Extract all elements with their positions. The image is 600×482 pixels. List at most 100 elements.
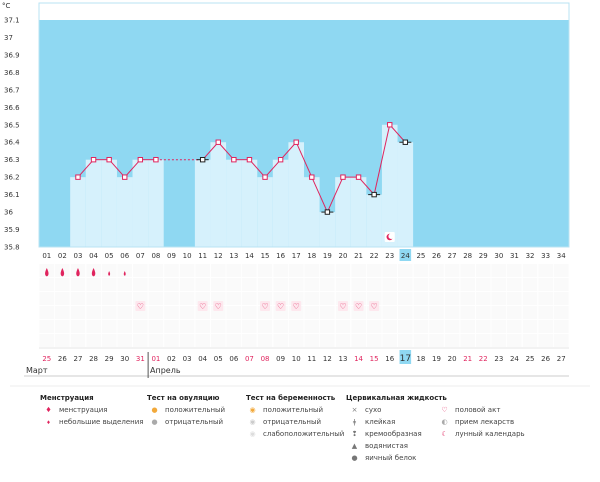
symbol-cell bbox=[491, 320, 507, 333]
drop-icon bbox=[60, 268, 65, 277]
calendar-date-label: 25 bbox=[42, 355, 51, 363]
symbol-cell bbox=[398, 278, 413, 291]
symbol-cell bbox=[320, 278, 335, 291]
symbol-cell bbox=[398, 334, 413, 347]
symbol-cell bbox=[382, 264, 398, 277]
symbol-cell bbox=[210, 278, 226, 291]
legend-intercourse: ♡ половой акт bbox=[441, 406, 501, 414]
calendar-date-label: 26 bbox=[58, 355, 67, 363]
temperature-line-segment bbox=[108, 159, 126, 178]
symbol-cell bbox=[413, 306, 429, 319]
symbol-cell bbox=[195, 320, 210, 333]
symbol-cell bbox=[460, 278, 475, 291]
temperature-bar bbox=[116, 177, 133, 247]
cycle-day-label: 03 bbox=[74, 252, 83, 260]
temperature-point bbox=[293, 139, 299, 145]
symbol-cell bbox=[179, 278, 195, 291]
temperature-line-segment bbox=[217, 141, 235, 161]
symbol-cell bbox=[444, 320, 460, 333]
temperature-bar bbox=[241, 159, 258, 247]
symbol-cell bbox=[538, 278, 553, 291]
symbol-cell bbox=[101, 278, 117, 291]
symbol-cell bbox=[242, 278, 257, 291]
drop-icon bbox=[91, 268, 96, 277]
cycle-day-label: 15 bbox=[261, 252, 270, 260]
small-drop-icon: ♦ bbox=[46, 420, 51, 426]
symbol-cell bbox=[179, 292, 195, 305]
y-tick-label: 36.6 bbox=[4, 104, 20, 112]
temperature-bar bbox=[381, 124, 398, 247]
temperature-line-segment bbox=[358, 176, 375, 195]
symbol-cell bbox=[538, 306, 553, 319]
symbol-cell bbox=[382, 334, 398, 347]
symbol-cell bbox=[444, 306, 460, 319]
symbol-cell bbox=[70, 278, 86, 291]
pregnancy-weak-icon: ◉ bbox=[249, 430, 256, 438]
chart-frame bbox=[38, 2, 570, 248]
legend-menstruation-title: Менструация bbox=[40, 394, 94, 402]
calendar-date-label: 01 bbox=[151, 355, 160, 363]
calendar-date-label: 02 bbox=[167, 355, 176, 363]
temperature-line-segment bbox=[295, 142, 313, 178]
symbol-cell bbox=[413, 292, 429, 305]
symbol-cell bbox=[413, 320, 429, 333]
temperature-bar bbox=[85, 159, 102, 247]
temperature-line-segment bbox=[202, 141, 219, 161]
y-tick-label: 35.9 bbox=[4, 226, 20, 234]
legend-ovulation-title: Тест на овуляцию bbox=[147, 394, 220, 402]
temperature-line-segment bbox=[280, 141, 297, 161]
symbol-cell bbox=[538, 334, 553, 347]
symbol-cell bbox=[39, 278, 55, 291]
temperature-bar bbox=[350, 177, 367, 247]
symbol-cell bbox=[210, 334, 226, 347]
symbol-cell bbox=[148, 292, 164, 305]
ovulation-negative-icon: ● bbox=[151, 418, 158, 426]
symbol-cell bbox=[226, 306, 242, 319]
calendar-date-label: 27 bbox=[557, 355, 566, 363]
temperature-line-segment bbox=[124, 159, 141, 178]
temperature-line-segment bbox=[389, 124, 406, 143]
symbol-cell bbox=[444, 278, 460, 291]
cycle-day-label: 32 bbox=[526, 252, 535, 260]
symbol-cell bbox=[366, 264, 382, 277]
legend-cervical-dry: × сухо bbox=[351, 406, 382, 414]
y-tick-label: 36.5 bbox=[4, 121, 20, 129]
symbol-cell bbox=[257, 334, 273, 347]
heart-badge bbox=[213, 301, 224, 311]
heart-badge bbox=[135, 301, 146, 311]
symbol-cell bbox=[55, 334, 70, 347]
calendar-date-label: 18 bbox=[416, 355, 425, 363]
symbol-cell bbox=[179, 264, 195, 277]
symbol-cell bbox=[475, 264, 491, 277]
legend-cervical-sticky: ǂ клейкая bbox=[350, 418, 395, 426]
symbol-cell bbox=[242, 264, 257, 277]
symbol-cell bbox=[398, 264, 413, 277]
symbol-cell bbox=[39, 292, 55, 305]
cycle-day-label: 16 bbox=[276, 252, 285, 260]
symbol-cell bbox=[444, 264, 460, 277]
y-tick-label: 36 bbox=[4, 209, 13, 217]
symbol-cell bbox=[522, 320, 538, 333]
y-tick-label: 36.9 bbox=[4, 51, 20, 59]
cycle-day-label: 11 bbox=[198, 252, 207, 260]
symbol-cell bbox=[273, 278, 288, 291]
symbol-cell bbox=[553, 320, 569, 333]
symbol-cell bbox=[522, 306, 538, 319]
cycle-day-label: 12 bbox=[214, 252, 223, 260]
legend-pregnancy-negative: ◉ отрицательный bbox=[249, 418, 322, 426]
temperature-point bbox=[231, 156, 237, 163]
calendar-date-label: 13 bbox=[339, 355, 348, 363]
y-tick-label: 37 bbox=[4, 34, 13, 42]
symbol-cell bbox=[538, 320, 553, 333]
symbol-cell bbox=[444, 292, 460, 305]
temperature-point bbox=[215, 139, 221, 145]
symbol-cell bbox=[257, 278, 273, 291]
calendar-date-label: 25 bbox=[526, 355, 535, 363]
symbol-cell bbox=[491, 264, 507, 277]
symbol-cell bbox=[460, 264, 475, 277]
cycle-day-label: 07 bbox=[136, 252, 145, 260]
symbol-cell bbox=[382, 306, 398, 319]
cycle-day-label: 29 bbox=[479, 252, 488, 260]
symbol-cell bbox=[507, 334, 522, 347]
symbol-cell bbox=[133, 320, 148, 333]
